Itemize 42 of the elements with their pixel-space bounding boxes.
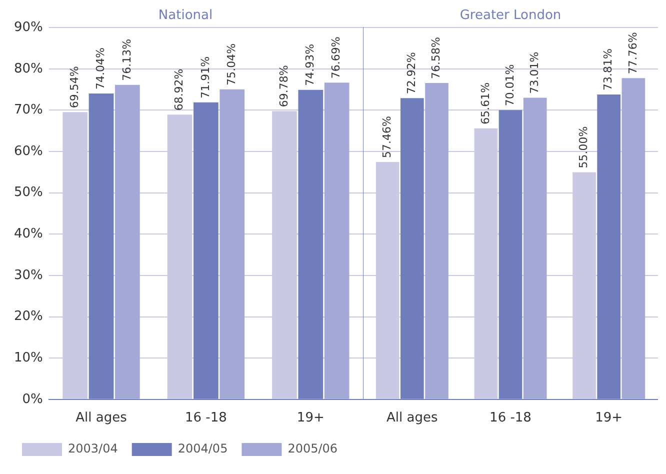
chart-title: National — [158, 8, 213, 24]
y-tick-label: 60% — [14, 144, 43, 159]
legend-label: 2004/05 — [178, 442, 228, 456]
y-tick-label: 90% — [14, 20, 43, 35]
data-label: 77.76% — [626, 32, 640, 74]
x-tick-label: 16 -18 — [184, 410, 227, 426]
data-label: 55.00% — [577, 126, 590, 168]
data-label: 76.69% — [330, 36, 343, 79]
x-tick-label: 19+ — [595, 410, 623, 426]
y-tick-label: 40% — [14, 226, 43, 242]
y-tick-label: 30% — [14, 268, 43, 283]
data-label: 76.58% — [430, 37, 443, 80]
y-tick-label: 10% — [14, 350, 43, 366]
bar — [425, 83, 448, 399]
y-tick-label: 50% — [14, 185, 43, 200]
data-label: 73.81% — [602, 48, 615, 90]
data-label: 74.93% — [304, 44, 317, 86]
data-label: 65.61% — [478, 82, 492, 124]
data-label: 71.91% — [198, 56, 212, 98]
legend-label: 2003/04 — [68, 442, 118, 456]
legend-label: 2005/06 — [288, 442, 338, 456]
y-tick-label: 70% — [14, 102, 43, 118]
x-tick-label: All ages — [386, 410, 438, 426]
data-label: 70.01% — [503, 64, 516, 106]
data-label: 69.54% — [68, 66, 81, 108]
data-label: 74.04% — [94, 48, 108, 90]
y-tick-label: 80% — [14, 61, 43, 76]
data-label: 72.92% — [405, 52, 418, 94]
data-label: 73.01% — [528, 52, 541, 94]
y-tick-label: 20% — [14, 309, 43, 324]
data-label: 57.46% — [380, 116, 394, 158]
x-tick-label: All ages — [76, 410, 128, 426]
data-label: 68.92% — [172, 68, 186, 111]
bar — [523, 98, 547, 399]
bar — [622, 78, 646, 399]
data-label: 69.78% — [277, 65, 290, 108]
data-label: 76.13% — [120, 38, 134, 81]
y-tick-label: 0% — [22, 392, 43, 407]
chart-title: Greater London — [460, 8, 562, 24]
data-label: 75.04% — [224, 43, 238, 86]
x-tick-label: 19+ — [296, 410, 324, 426]
x-tick-label: 16 -18 — [490, 410, 532, 426]
